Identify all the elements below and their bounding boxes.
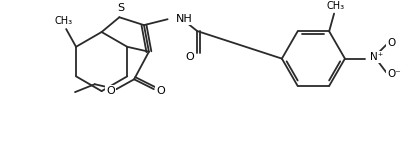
Text: O: O <box>387 38 395 48</box>
Text: O: O <box>156 86 165 96</box>
Text: CH₃: CH₃ <box>327 1 345 11</box>
Text: O: O <box>106 86 115 96</box>
Text: N⁺: N⁺ <box>369 52 383 62</box>
Text: O⁻: O⁻ <box>387 69 401 79</box>
Text: O: O <box>185 52 194 62</box>
Text: NH: NH <box>176 14 192 24</box>
Text: CH₃: CH₃ <box>54 16 72 26</box>
Text: S: S <box>117 3 124 13</box>
